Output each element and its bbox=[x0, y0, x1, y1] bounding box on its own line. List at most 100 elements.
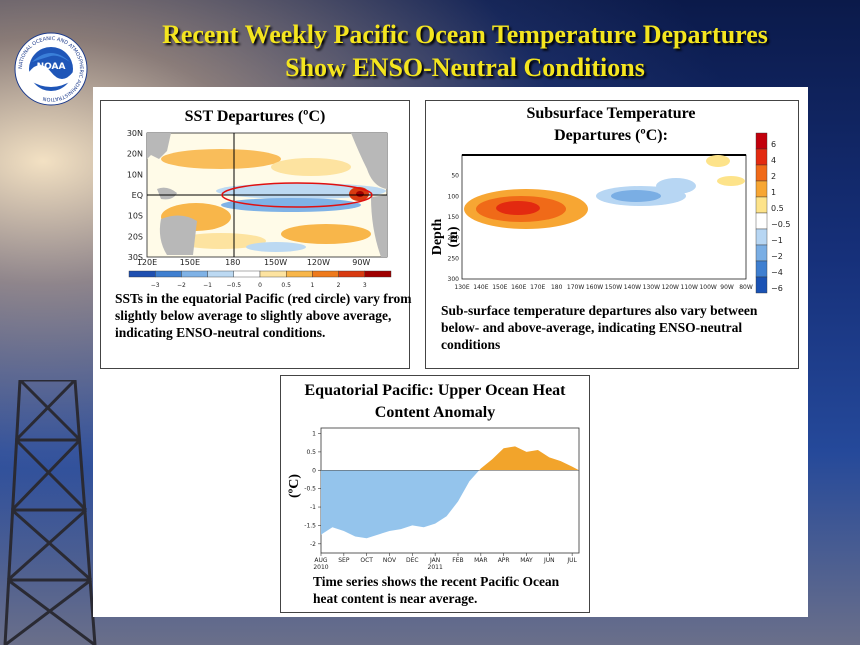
legend-swatch bbox=[755, 132, 768, 150]
depth-label: 50 bbox=[451, 173, 459, 180]
lon-label: 120W bbox=[307, 258, 330, 267]
page-title: Recent Weekly Pacific Ocean Temperature … bbox=[100, 18, 830, 84]
subsurface-lon-label: 150W bbox=[605, 284, 622, 291]
colorbar-swatch bbox=[181, 270, 208, 278]
colorbar-label: −2 bbox=[177, 282, 186, 289]
x-tick-label: JUN bbox=[543, 557, 555, 564]
lat-label: EQ bbox=[132, 191, 143, 200]
x-tick-label: AUG 2010 bbox=[313, 557, 328, 571]
lat-label: 20N bbox=[127, 150, 143, 159]
legend-label: 4 bbox=[771, 156, 776, 165]
legend-swatch bbox=[755, 260, 768, 278]
lon-label: 180 bbox=[225, 258, 240, 267]
lon-label: 120E bbox=[137, 258, 157, 267]
legend-label: 0.5 bbox=[771, 204, 784, 213]
subsurface-lon-label: 130E bbox=[454, 284, 469, 291]
depth-label: 200 bbox=[448, 235, 460, 242]
subsurface-lon-label: 160E bbox=[511, 284, 526, 291]
heat-caption: Time series shows the recent Pacific Oce… bbox=[313, 574, 560, 606]
subsurface-lon-label: 90W bbox=[720, 284, 734, 291]
legend-label: 1 bbox=[771, 188, 776, 197]
subsurface-lon-label: 130W bbox=[643, 284, 660, 291]
legend-swatch bbox=[755, 212, 768, 230]
title-line-1: Recent Weekly Pacific Ocean Temperature … bbox=[162, 20, 768, 49]
x-tick-label: MAR bbox=[474, 557, 487, 564]
lat-label: 20S bbox=[128, 232, 143, 241]
colorbar-swatch bbox=[233, 270, 261, 278]
lat-axis: 30N 20N 10N EQ 10S 20S 30S bbox=[127, 129, 143, 262]
lat-label: 10S bbox=[128, 212, 143, 221]
y-tick-label: -1.5 bbox=[304, 522, 316, 529]
x-tick-label: MAY bbox=[520, 557, 533, 564]
sst-caption: SSTs in the equatorial Pacific (red circ… bbox=[115, 291, 412, 340]
negative-area bbox=[321, 470, 579, 539]
colorbar-label: 1 bbox=[310, 282, 314, 289]
heat-title: Equatorial Pacific: Upper Ocean Heat Con… bbox=[304, 382, 566, 421]
colorbar-label: 3 bbox=[363, 282, 367, 289]
logo-text: NOAA bbox=[37, 62, 66, 72]
colorbar-swatch bbox=[155, 270, 182, 278]
subsurface-lon-label: 140E bbox=[473, 284, 488, 291]
legend-label: −1 bbox=[771, 236, 783, 245]
lon-label: 150E bbox=[180, 258, 200, 267]
x-tick-label: APR bbox=[498, 557, 510, 564]
tower-silhouette bbox=[3, 380, 97, 645]
subsurface-lon-label: 120W bbox=[662, 284, 679, 291]
y-tick-label: -2 bbox=[310, 541, 316, 548]
legend-label: 2 bbox=[771, 172, 776, 181]
x-tick-label: DEC bbox=[406, 557, 419, 564]
subsurface-panel: Subsurface Temperature Departures (ºC): … bbox=[425, 100, 799, 369]
lon-label: 90W bbox=[352, 258, 370, 267]
subsurface-lon-label: 80W bbox=[739, 284, 753, 291]
legend-label: −2 bbox=[771, 252, 783, 261]
x-tick-label: NOV bbox=[383, 557, 397, 564]
y-tick-label: 1 bbox=[312, 431, 316, 438]
subsurface-lon-label: 170E bbox=[530, 284, 545, 291]
y-tick-label: -0.5 bbox=[304, 486, 316, 493]
legend-swatch bbox=[755, 244, 768, 262]
subsurface-title: Subsurface Temperature Departures (ºC): bbox=[526, 105, 696, 144]
x-tick-label: OCT bbox=[360, 557, 373, 564]
colorbar-swatch bbox=[364, 270, 392, 278]
heat-content-panel: Equatorial Pacific: Upper Ocean Heat Con… bbox=[280, 375, 590, 613]
colorbar-swatch bbox=[285, 270, 313, 278]
subsurface-lon-label: 180 bbox=[551, 284, 563, 291]
colorbar-label: 2 bbox=[337, 282, 341, 289]
x-tick-label: JUL bbox=[566, 557, 577, 564]
lat-label: 10N bbox=[127, 170, 143, 179]
sst-panel: SST Departures (ºC) 30N 20N 10N EQ 10S 20S 30S… bbox=[100, 100, 411, 369]
title-line-2: Show ENSO-Neutral Conditions bbox=[285, 53, 645, 82]
depth-axis: 50 100 150 200 250 300 bbox=[448, 173, 460, 283]
depth-label: 300 bbox=[448, 276, 460, 283]
depth-label: 100 bbox=[448, 193, 460, 200]
subsurface-lon-label: 170W bbox=[567, 284, 584, 291]
positive-area bbox=[321, 446, 579, 471]
subsurface-caption: Sub-surface temperature departures also … bbox=[441, 303, 758, 352]
colorbar-swatch bbox=[128, 270, 156, 278]
legend-swatch bbox=[755, 180, 768, 198]
noaa-logo: NATIONAL OCEANIC AND ATMOSPHERIC ADMINIS… bbox=[14, 32, 88, 106]
legend-label: −0.5 bbox=[771, 220, 790, 229]
lat-label: 30N bbox=[127, 129, 143, 138]
subsurface-lon-label: 110W bbox=[681, 284, 698, 291]
subsurface-lon-label: 160W bbox=[586, 284, 603, 291]
x-tick-label: FEB bbox=[452, 557, 463, 564]
sst-map: 30N 20N 10N EQ 10S 20S 30S 120E 150E 180 150W 120W… bbox=[127, 129, 392, 289]
colorbar-swatch bbox=[259, 270, 287, 278]
legend-swatch bbox=[755, 148, 768, 166]
legend-swatch bbox=[755, 228, 768, 246]
colorbar-swatch bbox=[207, 270, 234, 278]
subsurface-lon-label: 150E bbox=[492, 284, 507, 291]
colorbar-label: −1 bbox=[203, 282, 212, 289]
legend-label: −4 bbox=[771, 268, 783, 277]
lon-axis: 120E 150E 180 150W 120W 90W bbox=[137, 258, 371, 267]
sst-title: SST Departures (ºC) bbox=[184, 108, 326, 125]
y-tick-label: -1 bbox=[310, 504, 316, 511]
subsurface-lon-axis: 130E 140E 150E 160E 170E 180 170W 160W 150W 140W 1… bbox=[454, 284, 752, 291]
colorbar-label: −3 bbox=[151, 282, 160, 289]
subsurface-lon-label: 100W bbox=[699, 284, 716, 291]
legend-swatch bbox=[755, 164, 768, 182]
depth-label: 250 bbox=[448, 255, 460, 262]
colorbar-label: 0.5 bbox=[281, 282, 291, 289]
legend-swatch bbox=[755, 196, 768, 214]
